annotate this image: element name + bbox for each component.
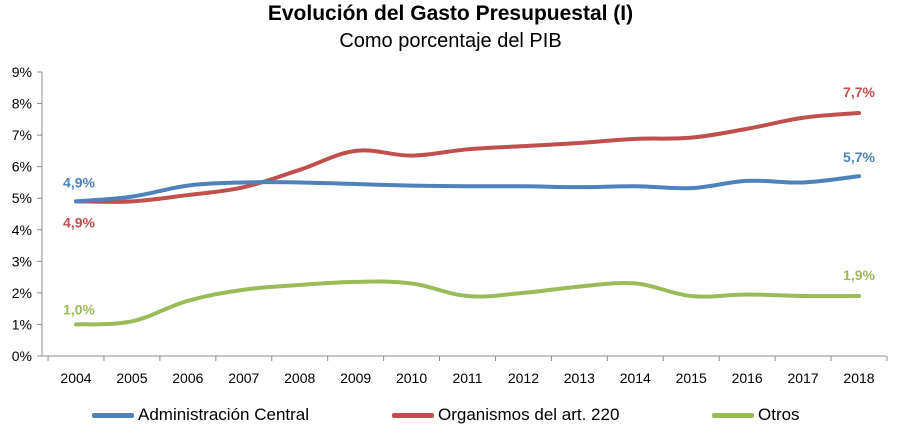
y-tick-label: 0% bbox=[12, 348, 32, 364]
data-label-last-2: 1,9% bbox=[843, 267, 875, 283]
data-label-first-2: 1,0% bbox=[63, 301, 95, 317]
legend-item-otros: Otros bbox=[712, 405, 800, 425]
x-tick-label: 2016 bbox=[732, 370, 763, 386]
chart-title: Evolución del Gasto Presupuestal (I) bbox=[267, 2, 634, 25]
y-tick-label: 9% bbox=[12, 64, 32, 80]
chart-subtitle: Como porcentaje del PIB bbox=[339, 30, 562, 52]
legend-swatch-otros bbox=[712, 412, 754, 418]
x-tick-label: 2014 bbox=[620, 370, 651, 386]
data-label-first-1: 4,9% bbox=[63, 214, 95, 230]
legend-label-administracion-central: Administración Central bbox=[138, 405, 310, 424]
y-tick-label: 2% bbox=[12, 285, 32, 301]
series-line-1 bbox=[74, 111, 861, 204]
y-tick-label: 1% bbox=[12, 316, 32, 332]
x-tick-label: 2007 bbox=[228, 370, 259, 386]
series-line-2 bbox=[74, 279, 861, 327]
x-tick-label: 2009 bbox=[340, 370, 371, 386]
legend-item-organismos: Organismos del art. 220 bbox=[392, 405, 619, 425]
x-tick-label: 2010 bbox=[396, 370, 427, 386]
x-tick-label: 2013 bbox=[564, 370, 595, 386]
x-tick-label: 2015 bbox=[676, 370, 707, 386]
x-tick-label: 2011 bbox=[452, 370, 482, 386]
legend-label-otros: Otros bbox=[758, 405, 800, 424]
y-tick-label: 7% bbox=[12, 127, 32, 143]
y-tick-label: 5% bbox=[12, 190, 32, 206]
data-label-last-0: 5,7% bbox=[843, 149, 875, 165]
x-tick-label: 2006 bbox=[172, 370, 203, 386]
data-label-first-0: 4,9% bbox=[63, 174, 95, 190]
x-tick-label: 2018 bbox=[843, 370, 874, 386]
x-tick-label: 2008 bbox=[284, 370, 315, 386]
y-tick-label: 6% bbox=[12, 159, 32, 175]
legend-swatch-administracion-central bbox=[92, 412, 134, 418]
legend-item-administracion-central: Administración Central bbox=[92, 405, 309, 425]
legend-swatch-organismos bbox=[392, 412, 434, 418]
legend-label-organismos: Organismos del art. 220 bbox=[438, 405, 620, 424]
x-tick-label: 2017 bbox=[787, 370, 818, 386]
y-tick-label: 4% bbox=[12, 222, 32, 238]
legend: Administración Central Organismos del ar… bbox=[0, 405, 901, 435]
x-tick-label: 2005 bbox=[116, 370, 147, 386]
line-chart: 0% 1% 2% 3% 4% 5% 6% 7% 8% 9% 2004 2005 2006 2007 2008… bbox=[12, 64, 888, 386]
series-line-0 bbox=[74, 174, 861, 204]
data-label-last-1: 7,7% bbox=[843, 84, 875, 100]
y-tick-label: 8% bbox=[12, 96, 32, 112]
y-tick-label: 3% bbox=[12, 253, 32, 269]
x-tick-label: 2012 bbox=[508, 370, 539, 386]
x-tick-label: 2004 bbox=[60, 370, 91, 386]
